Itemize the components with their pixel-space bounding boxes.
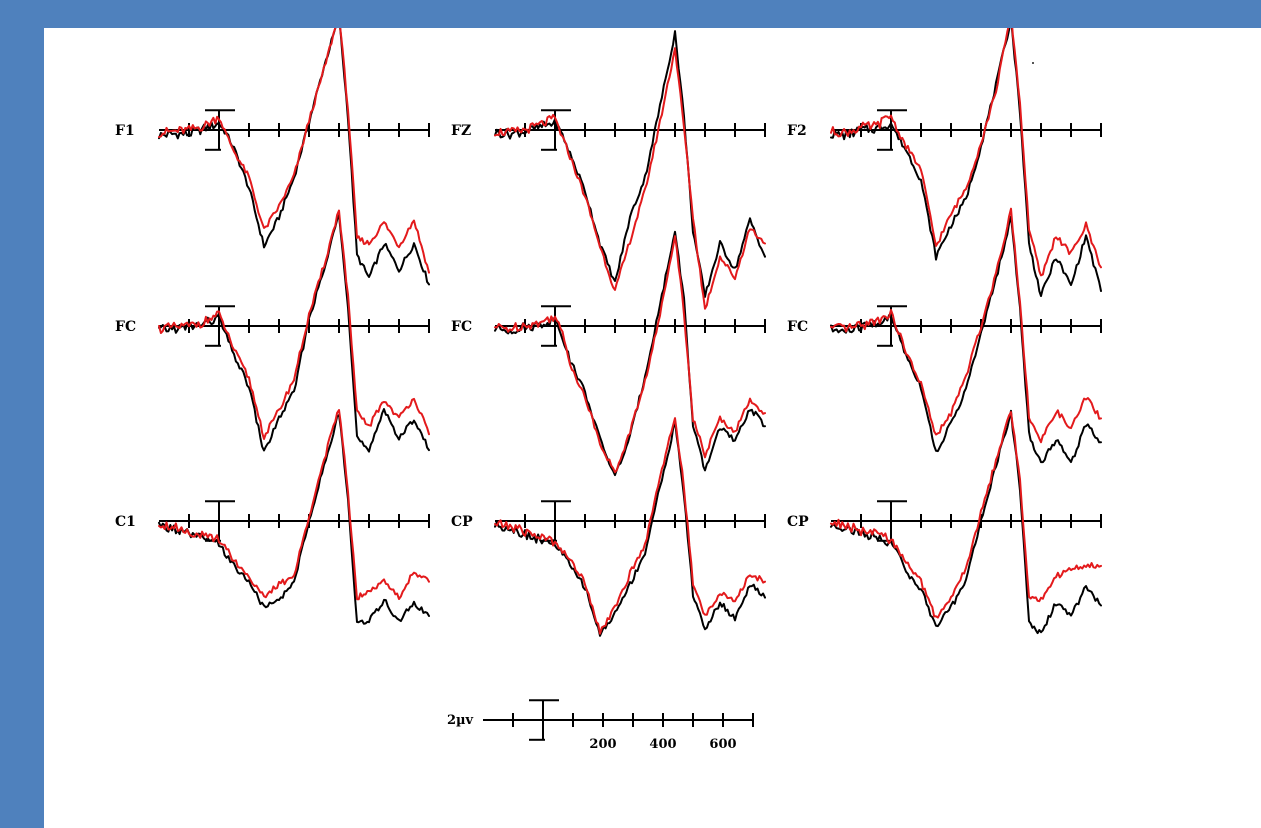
scale-amplitude-label: 2µv	[447, 713, 474, 728]
panels-layer: F1 FZ F2 FC FC FC C1 CP CP	[115, 28, 1102, 637]
electrode-panel-1: F1	[115, 28, 430, 286]
panel-2-channel-label: FZ	[451, 123, 471, 139]
panel-3-trace-red	[830, 28, 1102, 277]
scale-axis	[483, 699, 754, 741]
electrode-panel-4: FC	[115, 209, 430, 453]
electrode-panel-5: FC	[451, 230, 766, 477]
panel-9-trace-black	[830, 409, 1102, 635]
panel-1-trace-red	[158, 28, 430, 274]
panel-7-trace-red	[158, 409, 430, 601]
electrode-panel-3: F2	[787, 28, 1102, 297]
electrode-panel-2: FZ	[451, 30, 766, 310]
scale-bar: 2µv 200 400 600	[447, 699, 754, 752]
panel-8-trace-red	[494, 417, 766, 635]
stray-dot	[1032, 62, 1034, 64]
panel-3-trace-black	[830, 28, 1102, 297]
panel-6-trace-black	[830, 215, 1102, 464]
electrode-panel-8: CP	[451, 417, 766, 637]
erp-grid-chart: F1 FZ F2 FC FC FC C1 CP CP 2µv 200 400 600	[115, 28, 1102, 752]
panel-8-trace-black	[494, 420, 766, 637]
panel-6-trace-red	[830, 207, 1102, 444]
panel-5-trace-black	[494, 230, 766, 477]
panel-9-channel-label: CP	[787, 514, 809, 530]
panel-7-channel-label: C1	[115, 514, 136, 530]
electrode-panel-9: CP	[787, 409, 1102, 635]
panel-2-trace-black	[494, 30, 766, 298]
scale-time-tick-label: 400	[649, 737, 676, 752]
figure-panel: F1 FZ F2 FC FC FC C1 CP CP 2µv 200 400 600	[44, 28, 1261, 828]
panel-5-channel-label: FC	[451, 319, 472, 335]
panel-3-channel-label: F2	[787, 123, 807, 139]
panel-7-trace-black	[158, 414, 430, 625]
panel-9-trace-red	[830, 411, 1102, 619]
panel-1-channel-label: F1	[115, 123, 135, 139]
electrode-panel-7: C1	[115, 409, 430, 625]
electrode-panel-6: FC	[787, 207, 1102, 464]
panel-8-channel-label: CP	[451, 514, 473, 530]
scale-time-tick-label: 200	[589, 737, 616, 752]
panel-5-trace-red	[494, 235, 766, 474]
panel-1-trace-black	[158, 28, 430, 286]
panel-4-channel-label: FC	[115, 319, 136, 335]
panel-4-trace-red	[158, 209, 430, 440]
panel-2-trace-red	[494, 47, 766, 310]
scale-time-tick-label: 600	[709, 737, 736, 752]
panel-6-channel-label: FC	[787, 319, 808, 335]
